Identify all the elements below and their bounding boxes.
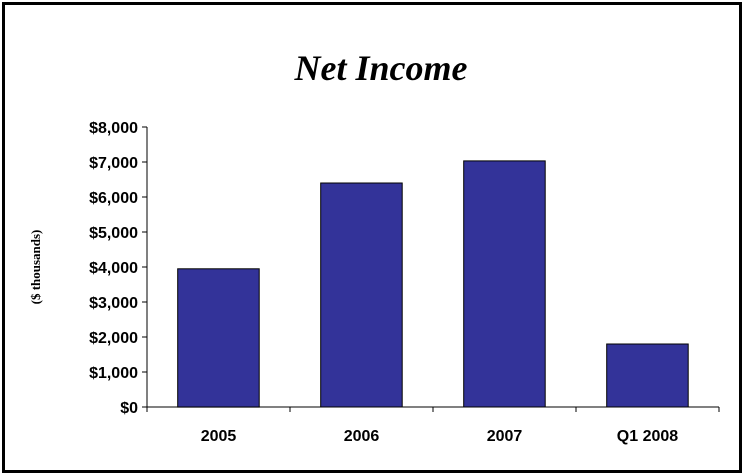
y-tick-label: $7,000 [89,155,138,172]
bar-2007 [463,160,546,408]
y-axis-label: ($ thousands) [28,230,43,305]
bar-2006 [320,182,403,408]
y-tick-label: $2,000 [89,330,138,347]
bar-2005 [177,268,260,408]
x-tick-label: 2005 [201,428,237,445]
y-tick-label: $3,000 [89,295,138,312]
y-tick-label: $4,000 [89,260,138,277]
x-tick-label: Q1 2008 [617,428,678,445]
y-tick-label: $8,000 [89,120,138,137]
y-tick-label: $5,000 [89,225,138,242]
bar-q1-2008 [606,343,689,408]
x-tick-label: 2006 [344,428,380,445]
y-tick-label: $1,000 [89,365,138,382]
chart-title: Net Income [294,48,468,88]
y-tick-label: $6,000 [89,190,138,207]
y-tick-label: $0 [120,400,138,417]
x-tick-label: 2007 [487,428,523,445]
